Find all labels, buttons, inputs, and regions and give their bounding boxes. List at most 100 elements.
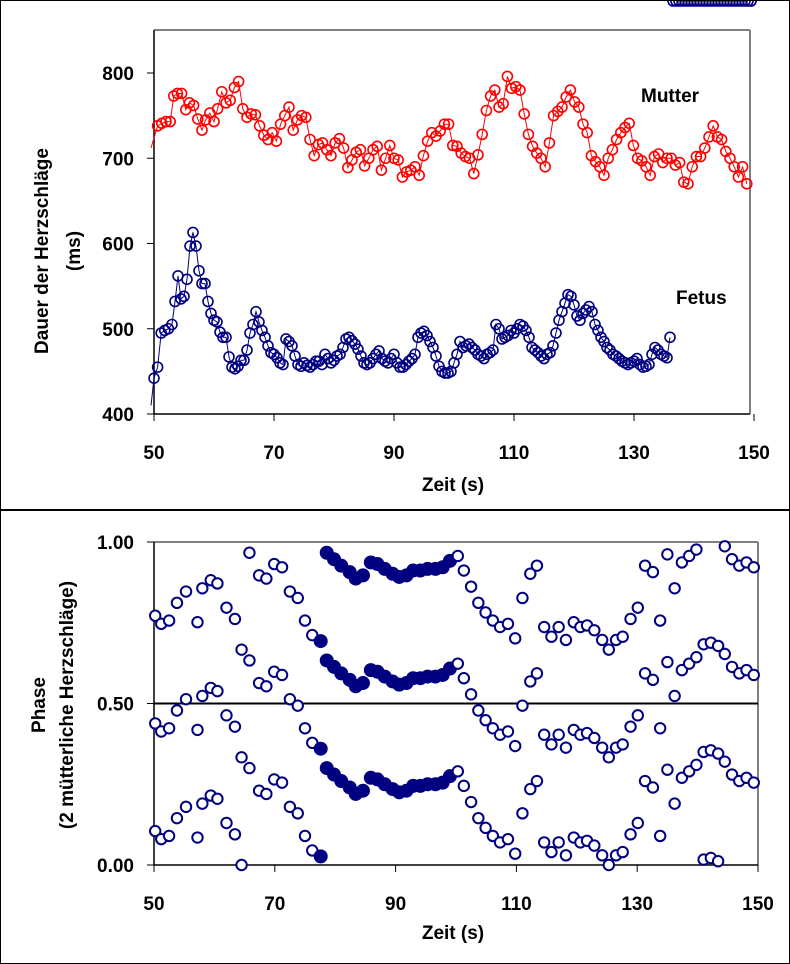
data-point xyxy=(747,561,760,574)
x-tick-label: 70 xyxy=(263,443,284,464)
data-point-fetus xyxy=(694,1,706,7)
data-point-fetus xyxy=(235,354,247,367)
data-point xyxy=(298,829,312,843)
data-point-mutter xyxy=(392,154,405,166)
data-point-mutter xyxy=(383,139,396,152)
data-point xyxy=(588,731,601,745)
data-point xyxy=(291,699,304,712)
data-point-fetus xyxy=(232,360,244,373)
data-point xyxy=(162,722,176,735)
data-point xyxy=(661,548,674,561)
data-point-synchronized xyxy=(313,849,328,864)
data-point xyxy=(298,614,312,627)
data-point-mutter xyxy=(446,139,459,152)
data-point xyxy=(501,725,515,738)
data-point xyxy=(508,739,522,753)
data-point-fetus xyxy=(178,290,190,303)
data-point xyxy=(211,684,224,698)
data-point-mutter xyxy=(564,84,577,96)
data-point xyxy=(235,858,248,872)
data-point-mutter xyxy=(371,140,384,153)
data-point-fetus xyxy=(310,355,322,367)
data-point xyxy=(616,738,629,751)
data-point xyxy=(283,800,297,814)
data-point xyxy=(718,647,731,661)
data-point-mutter xyxy=(543,137,556,149)
data-point xyxy=(552,620,565,634)
data-point xyxy=(537,836,551,849)
data-point-mutter xyxy=(232,75,245,88)
data-point xyxy=(472,596,485,610)
data-point-fetus xyxy=(268,348,280,361)
data-point-fetus xyxy=(574,314,586,327)
data-point-fetus xyxy=(166,318,178,331)
data-point-fetus xyxy=(262,339,274,352)
data-point-mutter xyxy=(417,149,430,162)
data-point-mutter xyxy=(539,160,552,173)
x-tick-label: 110 xyxy=(501,894,532,915)
data-point xyxy=(624,828,637,841)
data-point xyxy=(228,720,242,733)
data-point-fetus xyxy=(664,331,676,344)
data-point xyxy=(149,609,162,622)
x-axis-label: Zeit (s) xyxy=(422,475,484,496)
y-axis-label-line2: (2 mütterliche Herzschläge) xyxy=(57,581,78,829)
data-point-fetus xyxy=(202,295,214,308)
data-point xyxy=(170,811,184,825)
data-point-mutter xyxy=(175,87,188,100)
data-point xyxy=(501,617,515,631)
data-point-mutter xyxy=(627,139,640,152)
data-point xyxy=(508,632,522,645)
data-point xyxy=(559,633,573,647)
data-point-fetus xyxy=(250,305,262,318)
data-point-fetus xyxy=(718,1,730,7)
x-tick-label: 90 xyxy=(383,443,404,464)
data-point-mutter xyxy=(270,135,283,147)
data-point xyxy=(668,689,681,703)
data-point-mutter xyxy=(572,101,585,113)
data-point-mutter xyxy=(728,160,741,173)
data-point xyxy=(559,741,573,754)
data-point-mutter xyxy=(253,120,266,132)
data-point-fetus xyxy=(181,273,193,286)
data-point-fetus xyxy=(727,1,739,7)
data-point xyxy=(537,728,551,741)
data-point-fetus xyxy=(151,361,164,373)
data-point xyxy=(668,797,681,810)
data-point-mutter xyxy=(224,94,236,107)
data-point-mutter xyxy=(581,126,594,139)
data-point-mutter xyxy=(379,152,392,165)
data-point-mutter xyxy=(707,120,720,132)
data-point xyxy=(631,709,645,722)
data-point-fetus xyxy=(685,1,697,7)
data-point xyxy=(537,620,551,634)
data-point xyxy=(661,763,674,776)
data-point-mutter xyxy=(337,142,350,154)
data-point xyxy=(149,824,162,838)
data-point xyxy=(646,673,660,687)
data-point xyxy=(479,713,492,727)
data-point-mutter xyxy=(686,160,699,173)
data-point-mutter xyxy=(354,143,367,156)
data-point xyxy=(291,591,304,605)
data-point-fetus xyxy=(703,1,715,7)
data-point-fetus xyxy=(724,1,736,7)
data-point xyxy=(711,639,725,653)
data-point-mutter xyxy=(196,124,208,136)
data-point-fetus xyxy=(307,358,319,371)
data-point-fetus xyxy=(430,350,442,362)
y-tick-label: 0.50 xyxy=(97,695,134,716)
data-point-fetus xyxy=(589,318,601,331)
series-label-fetus: Fetus xyxy=(676,288,727,309)
data-point xyxy=(516,591,529,605)
data-point xyxy=(196,582,209,595)
x-tick-label: 150 xyxy=(742,894,774,915)
data-point-fetus xyxy=(220,331,232,344)
data-point xyxy=(162,614,176,627)
data-point xyxy=(211,792,224,805)
data-point-mutter xyxy=(308,149,321,162)
data-point xyxy=(243,654,256,667)
data-point-fetus xyxy=(295,360,307,373)
data-point xyxy=(690,651,703,664)
data-point-mutter xyxy=(164,115,176,128)
